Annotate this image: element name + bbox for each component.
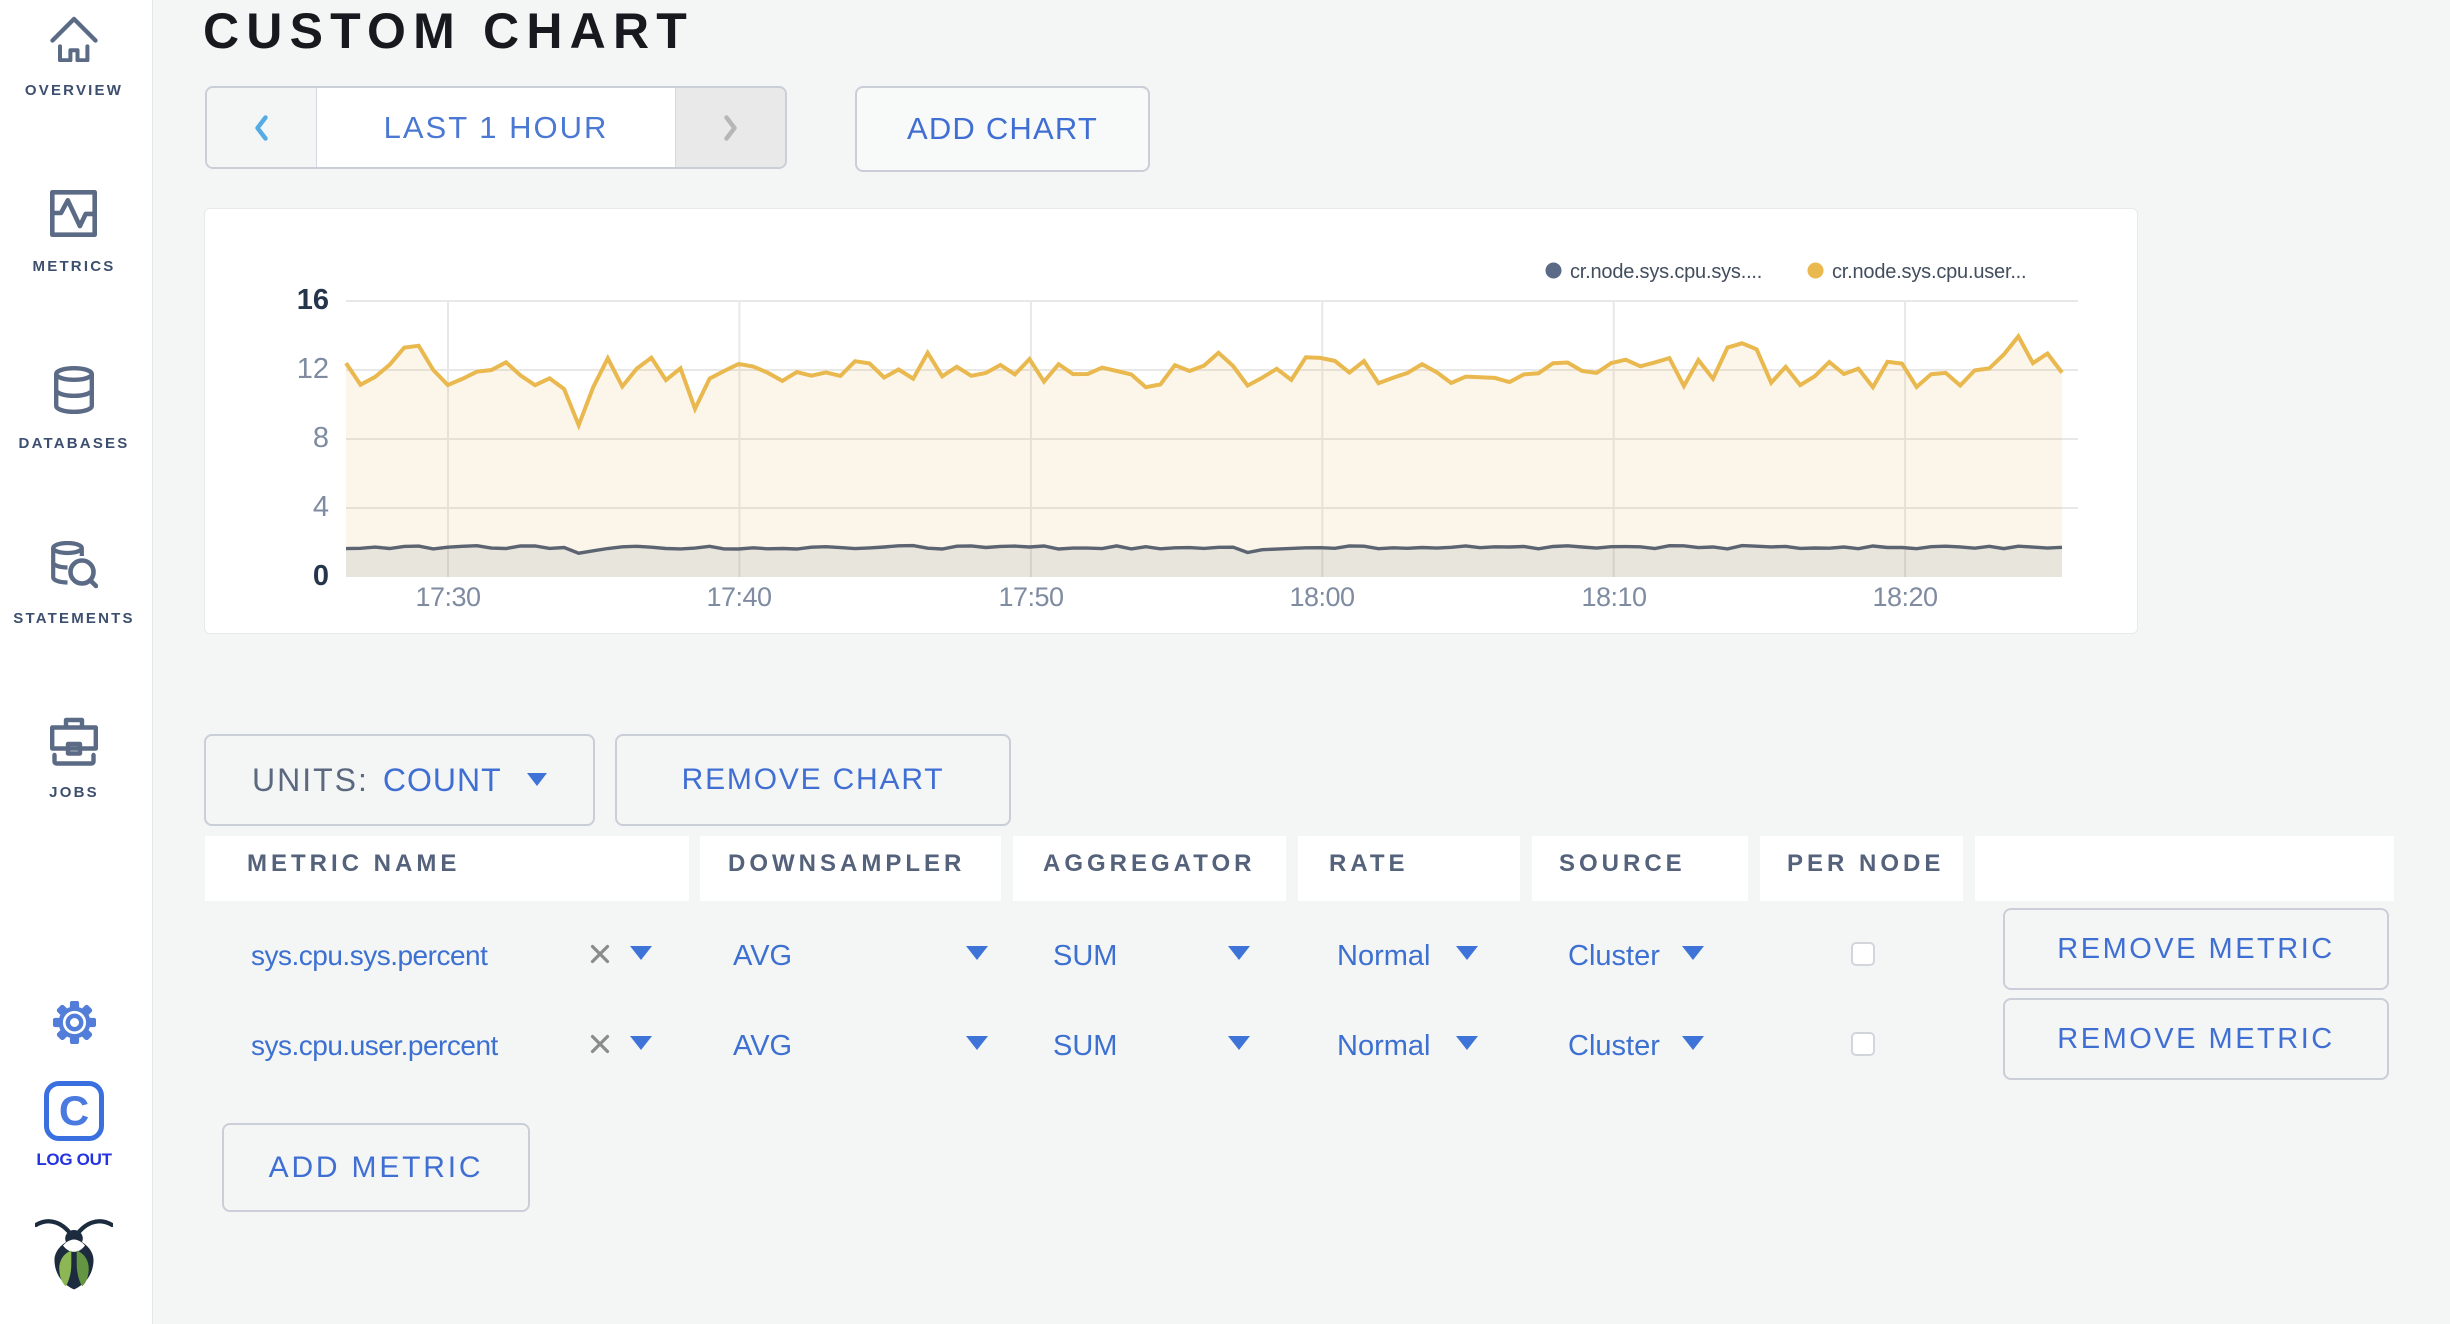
svg-text:18:20: 18:20	[1872, 582, 1937, 612]
svg-text:cr.node.sys.cpu.user...: cr.node.sys.cpu.user...	[1832, 261, 2026, 283]
svg-text:17:40: 17:40	[706, 582, 771, 612]
svg-text:17:50: 17:50	[998, 582, 1063, 612]
svg-text:17:30: 17:30	[415, 582, 480, 612]
svg-text:8: 8	[313, 422, 329, 454]
svg-text:18:10: 18:10	[1581, 582, 1646, 612]
svg-text:12: 12	[297, 353, 329, 385]
svg-text:16: 16	[297, 284, 329, 316]
svg-text:4: 4	[313, 491, 329, 523]
svg-text:18:00: 18:00	[1289, 582, 1354, 612]
svg-text:cr.node.sys.cpu.sys....: cr.node.sys.cpu.sys....	[1570, 261, 1762, 283]
svg-text:0: 0	[313, 560, 329, 592]
